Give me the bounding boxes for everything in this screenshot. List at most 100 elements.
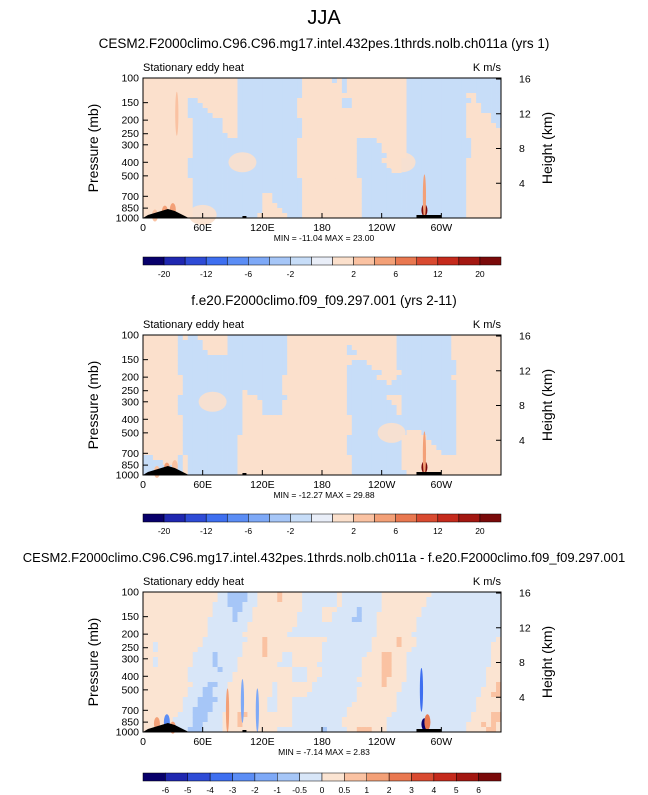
heatmap-cell — [476, 133, 482, 139]
heatmap-cell — [197, 143, 204, 149]
heatmap-cell — [491, 395, 497, 401]
heatmap-cell — [143, 415, 149, 421]
heatmap-cell — [376, 365, 383, 371]
heatmap-cell — [386, 153, 393, 159]
heatmap-cell — [147, 78, 154, 84]
heatmap-cell — [406, 410, 412, 416]
heatmap-cell — [272, 677, 278, 683]
heatmap-cell — [182, 657, 189, 663]
heatmap-cell — [143, 178, 149, 184]
heatmap-cell — [182, 450, 189, 456]
heatmap-cell — [267, 360, 273, 366]
heatmap-cell — [381, 88, 388, 94]
heatmap-cell — [371, 188, 378, 194]
heatmap-cell — [143, 123, 149, 129]
heatmap-cell — [162, 425, 169, 431]
heatmap-cell — [172, 88, 179, 94]
heatmap-cell — [177, 435, 184, 441]
heatmap-cell — [366, 93, 373, 99]
heatmap-cell — [411, 118, 417, 124]
heatmap-cell — [152, 592, 159, 598]
heatmap-cell — [431, 375, 437, 381]
heatmap-cell — [272, 717, 278, 723]
heatmap-cell — [272, 687, 278, 693]
heatmap-cell — [461, 98, 467, 104]
heatmap-cell — [446, 340, 452, 346]
heatmap-cell — [143, 103, 149, 109]
heatmap-cell — [431, 335, 437, 341]
heatmap-cell — [376, 420, 383, 426]
heatmap-cell — [217, 470, 223, 476]
heatmap-cell — [257, 702, 263, 708]
heatmap-cell — [232, 430, 238, 436]
heatmap-cell — [267, 355, 273, 361]
heatmap-cell — [341, 178, 348, 184]
heatmap-cell — [481, 203, 487, 209]
heatmap-cell — [162, 455, 169, 461]
heatmap-cell — [257, 118, 263, 124]
heatmap-cell — [187, 98, 194, 104]
terrain-mask — [242, 216, 247, 218]
heatmap-cell — [262, 657, 268, 663]
heatmap-cell — [317, 98, 323, 104]
heatmap-cell — [157, 612, 164, 618]
heatmap-cell — [177, 682, 184, 688]
heatmap-cell — [391, 350, 397, 356]
heatmap-cell — [361, 340, 368, 346]
heatmap-cell — [346, 420, 353, 426]
heatmap-cell — [202, 113, 209, 119]
heatmap-cell — [361, 103, 368, 109]
heatmap-cell — [232, 350, 238, 356]
heatmap-cell — [237, 672, 243, 678]
heatmap-cell — [376, 460, 383, 466]
heatmap-cell — [361, 350, 368, 356]
heatmap-cell — [222, 213, 228, 219]
heatmap-cell — [242, 652, 248, 658]
heatmap-cell — [217, 597, 223, 603]
heatmap-cell — [167, 667, 174, 673]
heatmap-cell — [247, 702, 253, 708]
heatmap-cell — [406, 375, 412, 381]
heatmap-cell — [167, 672, 174, 678]
heatmap-cell — [237, 455, 243, 461]
heatmap-cell — [232, 385, 238, 391]
heatmap-cell — [481, 450, 487, 456]
heatmap-cell — [356, 410, 363, 416]
heatmap-cell — [147, 405, 154, 411]
heatmap-cell — [476, 365, 482, 371]
heatmap-cell — [351, 405, 358, 411]
heatmap-cell — [282, 350, 288, 356]
heatmap-cell — [227, 445, 233, 451]
heatmap-cell — [167, 445, 174, 451]
heatmap-cell — [416, 380, 422, 386]
heatmap-cell — [177, 178, 184, 184]
heatmap-cell — [177, 697, 184, 703]
heatmap-cell — [152, 652, 159, 658]
heatmap-cell — [461, 350, 467, 356]
heatmap-cell — [252, 400, 258, 406]
heatmap-cell — [471, 435, 477, 441]
heatmap-cell — [202, 727, 209, 733]
colorbar-box — [163, 513, 186, 523]
heatmap-cell — [227, 450, 233, 456]
heatmap-cell — [212, 622, 218, 628]
heatmap-cell — [317, 138, 323, 144]
heatmap-cell — [381, 123, 388, 129]
heatmap-cell — [232, 83, 238, 89]
heatmap-cell — [297, 178, 303, 184]
heatmap-cell — [212, 687, 218, 693]
heatmap-cell — [297, 390, 303, 396]
heatmap-cell — [232, 702, 238, 708]
heatmap-cell — [167, 637, 174, 643]
heatmap-cell — [152, 647, 159, 653]
heatmap-cell — [252, 203, 258, 209]
heatmap-cell — [207, 445, 214, 451]
heatmap-cell — [386, 375, 393, 381]
heatmap-cell — [322, 133, 328, 139]
heatmap-cell — [167, 340, 174, 346]
heatmap-cell — [157, 405, 164, 411]
heatmap-cell — [262, 350, 268, 356]
heatmap-cell — [302, 83, 308, 89]
heatmap-cell — [277, 183, 283, 189]
heatmap-cell — [366, 425, 373, 431]
